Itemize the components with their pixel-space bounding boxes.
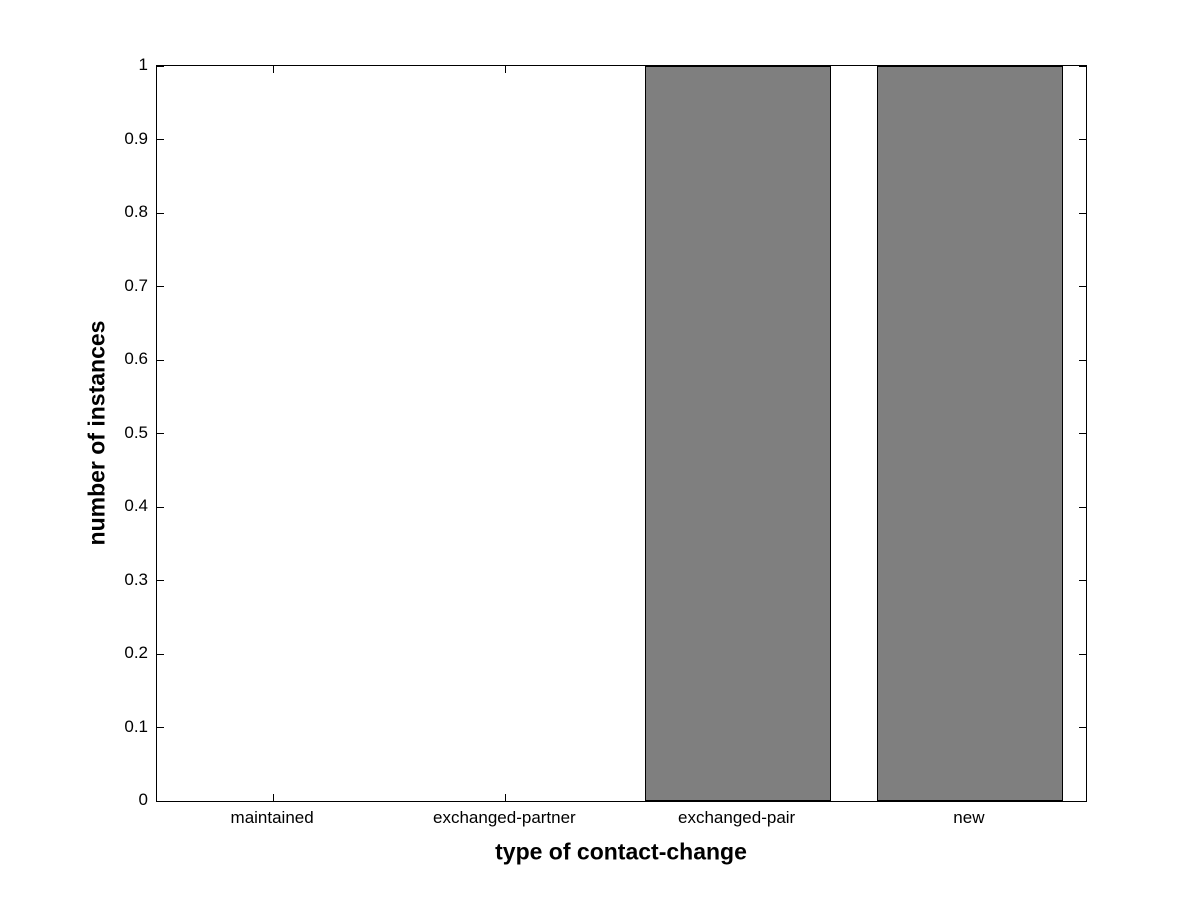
bar-exchanged-pair (644, 66, 831, 801)
axis-tick-mark (157, 800, 164, 802)
axis-tick-mark (157, 212, 164, 214)
axis-tick-mark (157, 653, 164, 655)
y-tick-label: 1 (138, 55, 148, 74)
axis-tick-mark (157, 433, 164, 434)
axis-tick-mark (1079, 580, 1086, 581)
x-tick-label: exchanged-partner (433, 808, 576, 827)
y-tick-label: 0.9 (124, 128, 148, 148)
x-tick-label: new (953, 808, 985, 827)
axis-tick-mark (1079, 800, 1086, 802)
y-tick-label: 0.2 (124, 643, 148, 662)
axis-tick-mark (504, 66, 506, 73)
y-tick-label: 0.5 (124, 422, 148, 442)
y-tick-label: 0 (138, 790, 148, 809)
axis-tick-mark (157, 359, 164, 361)
axis-tick-mark (157, 286, 164, 287)
axis-tick-mark (1079, 286, 1086, 287)
y-tick-label: 0.6 (124, 349, 148, 368)
axis-tick-mark (157, 727, 164, 728)
x-tick-label: exchanged-pair (678, 808, 796, 827)
axis-tick-mark (1079, 653, 1086, 655)
y-tick-label: 0.1 (124, 716, 148, 736)
axis-tick-mark (504, 794, 506, 801)
axis-tick-mark (1079, 433, 1086, 434)
y-tick-label: 0.4 (124, 496, 148, 515)
y-tick-label: 0.7 (124, 275, 148, 295)
axis-tick-mark (157, 506, 164, 508)
y-tick-label: 0.8 (124, 202, 148, 221)
plot-area (156, 65, 1087, 802)
x-axis-label: type of contact-change (495, 838, 747, 865)
axis-tick-mark (272, 66, 274, 73)
axis-tick-mark (1079, 212, 1086, 214)
axis-tick-mark (157, 139, 164, 140)
axis-tick-mark (1079, 139, 1086, 140)
axis-tick-mark (1079, 506, 1086, 508)
y-tick-label: 0.3 (124, 569, 148, 589)
x-tick-label: maintained (230, 808, 314, 827)
axis-tick-mark (1079, 359, 1086, 361)
bar-new (876, 66, 1063, 801)
axis-tick-mark (272, 794, 274, 801)
y-axis-label: number of instances (83, 320, 110, 546)
axis-tick-mark (157, 65, 164, 67)
axis-tick-mark (1079, 727, 1086, 728)
axis-tick-mark (1079, 65, 1086, 67)
axis-tick-mark (157, 580, 164, 581)
